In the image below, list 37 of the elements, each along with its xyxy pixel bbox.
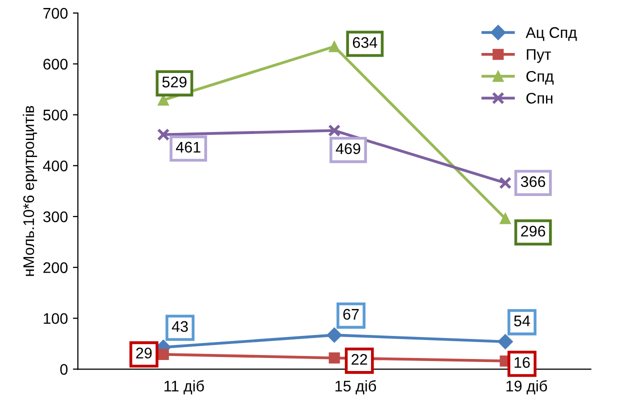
data-label: 67 — [343, 308, 359, 320]
point — [157, 128, 170, 141]
data-label: 29 — [136, 348, 152, 358]
data-label: 461 — [176, 142, 200, 153]
y-tick-label: 500 — [43, 110, 68, 120]
y-axis-title: нМоль.10*6 еритроцитів — [22, 106, 38, 276]
data-label: 634 — [352, 37, 378, 48]
legend-label: Спд — [526, 70, 554, 85]
data-label: 16 — [514, 357, 530, 368]
legend-label: Пут — [526, 49, 552, 63]
legend-label: Спн — [526, 92, 552, 104]
y-tick-label: 400 — [43, 160, 68, 172]
point — [326, 327, 342, 343]
point — [499, 176, 512, 190]
y-tick-label: 200 — [43, 262, 68, 274]
data-label: 469 — [336, 143, 360, 154]
x-tick-label: 19 діб — [506, 380, 547, 394]
y-tick-label: 100 — [44, 313, 68, 324]
y-tick-label: 0 — [60, 364, 68, 375]
x-tick-label: 11 діб — [164, 380, 204, 394]
y-tick-label: 300 — [43, 211, 68, 222]
point — [328, 41, 340, 52]
data-label: 366 — [520, 176, 546, 188]
y-tick-label: 700 — [43, 8, 68, 19]
point — [500, 213, 511, 224]
point — [328, 352, 340, 364]
x-tick-label: 15 діб — [336, 380, 376, 394]
legend-label: Ац Спд — [526, 27, 577, 41]
data-label: 529 — [162, 76, 186, 88]
data-label: 296 — [521, 226, 546, 237]
data-label: 43 — [172, 321, 188, 332]
point — [328, 124, 341, 137]
y-tick-label: 600 — [43, 58, 68, 70]
point — [158, 348, 169, 360]
point — [498, 334, 513, 350]
data-label: 54 — [514, 316, 530, 326]
data-label: 22 — [352, 354, 368, 365]
